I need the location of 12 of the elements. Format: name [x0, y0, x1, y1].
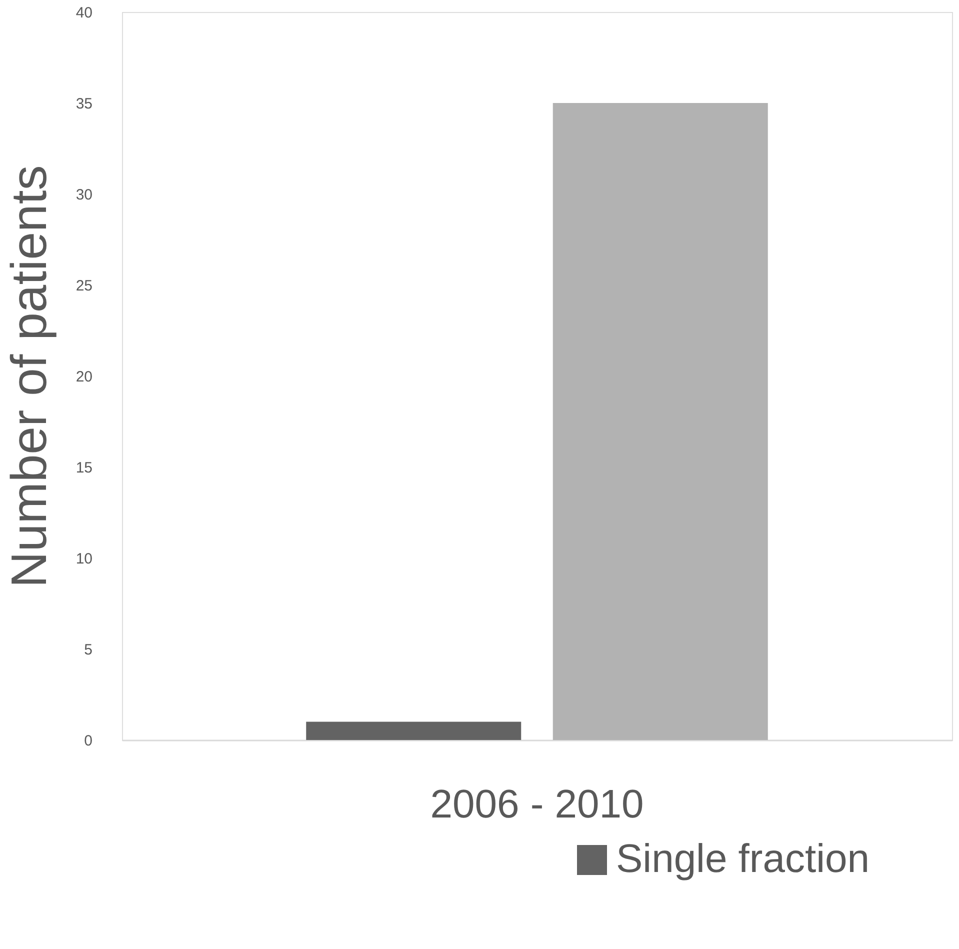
y-tick-label: 25	[76, 278, 92, 294]
y-tick-label: 20	[76, 368, 92, 386]
y-axis-title: Number of patients	[0, 165, 57, 588]
y-tick-label: 15	[76, 460, 92, 476]
x-tick-label: 2006 - 2010	[430, 782, 644, 826]
y-tick-label: 5	[84, 642, 92, 658]
y-tick-label: 35	[76, 96, 92, 112]
y-tick-label: 0	[84, 732, 92, 750]
y-tick-label: 10	[76, 550, 92, 568]
y-tick-label: 30	[76, 186, 92, 204]
legend-label: Single fraction	[616, 837, 870, 881]
y-tick-label: 40	[76, 4, 92, 22]
